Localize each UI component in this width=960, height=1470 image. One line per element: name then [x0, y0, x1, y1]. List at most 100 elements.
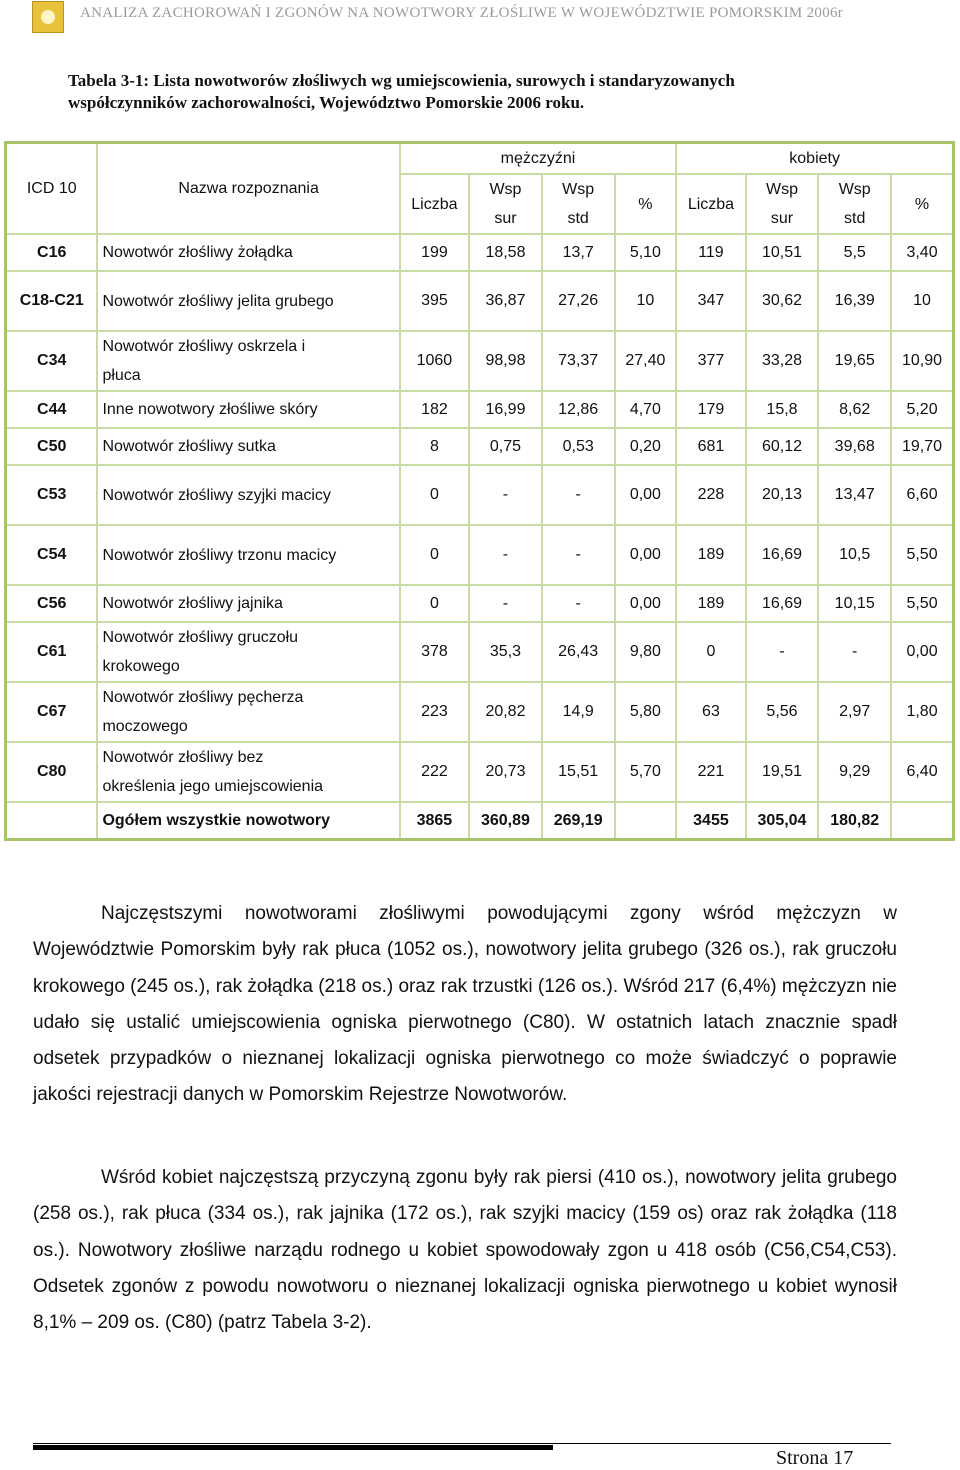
table-row: C53 Nowotwór złośliwy szyjki macicy 0- -0,0…	[4, 464, 955, 526]
table-row: C34 Nowotwór złośliwy oskrzela i płuca 106…	[4, 330, 955, 392]
cell: 305,04	[744, 801, 820, 841]
cell: 4,70	[613, 390, 678, 429]
cell: 5,10	[613, 233, 678, 272]
cell: -	[540, 464, 616, 526]
cell: 39,68	[817, 427, 893, 466]
cell: 377	[675, 330, 747, 392]
cell: 10,51	[744, 233, 820, 272]
column-header: Wsp std	[817, 173, 893, 235]
header-row: Liczba Wsp sur Wsp std% Liczba Wsp sur Wsp st…	[6, 173, 955, 235]
cell: 681	[675, 427, 747, 466]
cell	[890, 801, 955, 841]
cell: 180,82	[817, 801, 893, 841]
column-header: Wsp sur	[744, 173, 820, 235]
cell: 16,99	[468, 390, 543, 429]
cell: 221	[675, 741, 747, 803]
header-title: ANALIZA ZACHOROWAŃ I ZGONÓW NA NOWOTWORY…	[80, 5, 844, 21]
cell: 8,62	[817, 390, 893, 429]
icd-code: C80	[4, 741, 99, 803]
cell: 0,00	[890, 621, 955, 683]
cell: 0,00	[613, 524, 678, 586]
disease-name: Nowotwór złośliwy sutka	[102, 438, 276, 455]
table-row: C16 Nowotwór złośliwy żołądka 199 18,58 13,7…	[4, 233, 955, 272]
icd-code: C44	[4, 390, 99, 429]
cell: -	[468, 584, 543, 623]
disease-name: Nowotwór złośliwy bez określenia jego um…	[102, 749, 324, 795]
cell: 5,70	[613, 741, 678, 803]
logo-icon	[32, 1, 64, 33]
cell: 3455	[675, 801, 747, 841]
table-caption: Tabela 3-1: Lista nowotworów złośliwych …	[68, 71, 735, 112]
disease-name: Nowotwór złośliwy jelita grubego	[102, 292, 334, 310]
cell: 0,00	[613, 584, 678, 623]
disease-name: Nowotwór złośliwy pęcherza moczowego	[102, 689, 304, 735]
table-row: C54 Nowotwór złośliwy trzonu macicy 0- -0,0…	[4, 524, 955, 586]
column-header: %	[890, 173, 955, 235]
cell: 395	[398, 270, 471, 332]
cell: 12,86	[540, 390, 616, 429]
cell: 13,7	[540, 233, 616, 272]
icd-code: C50	[4, 427, 99, 466]
total-label: Ogółem wszystkie nowotwory	[102, 812, 331, 829]
group-header: kobiety	[675, 141, 955, 175]
cell: 10	[613, 270, 678, 332]
cell: Nowotwór złośliwy oskrzela i płuca	[96, 330, 401, 392]
cell: Nowotwór złośliwy sutka	[96, 427, 401, 466]
disease-name: Nowotwór złośliwy jajnika	[102, 595, 283, 612]
column-header: Nazwa rozpoznania	[96, 141, 401, 235]
cell: 20,13	[744, 464, 820, 526]
cell: 3865	[398, 801, 471, 841]
group-header: mężczyźni	[398, 141, 678, 175]
cell: 73,37	[540, 330, 616, 392]
cell: 5,50	[890, 524, 955, 586]
cell: -	[468, 524, 543, 586]
cell: Nowotwór złośliwy żołądka	[96, 233, 401, 272]
cell: 30,62	[744, 270, 820, 332]
data-table: ICD 10 Nazwa rozpoznania mężczyźni kobie…	[4, 141, 955, 841]
cell: 9,29	[817, 741, 893, 803]
cell: 189	[675, 584, 747, 623]
icd-code: C34	[4, 330, 99, 392]
table-row: C50 Nowotwór złośliwy sutka 8 0,75 0,53 0,20 6…	[4, 427, 955, 466]
cell: -	[540, 524, 616, 586]
cell: 182	[398, 390, 471, 429]
icd-code: C67	[4, 681, 99, 743]
column-header: Wsp sur	[468, 173, 543, 235]
cell: 5,5	[817, 233, 893, 272]
column-header: %	[613, 173, 678, 235]
cell: 18,58	[468, 233, 543, 272]
table-row: C44 Inne nowotwory złośliwe skóry 182 16,99…	[4, 390, 955, 429]
cell: 0	[398, 524, 471, 586]
disease-name: Nowotwór złośliwy trzonu macicy	[102, 546, 337, 564]
cell: 36,87	[468, 270, 543, 332]
cell: 189	[675, 524, 747, 586]
disease-name: Nowotwór złośliwy żołądka	[102, 244, 293, 261]
icd-code: C16	[4, 233, 99, 272]
table-row: C18-C21 Nowotwór złośliwy jelita grubego 3…	[4, 270, 955, 332]
cell: 2,97	[817, 681, 893, 743]
cell: Nowotwór złośliwy szyjki macicy	[96, 464, 401, 526]
cell: 222	[398, 741, 471, 803]
cell: 223	[398, 681, 471, 743]
cell: 228	[675, 464, 747, 526]
cell: 9,80	[613, 621, 678, 683]
cell: 5,20	[890, 390, 955, 429]
footer-rule	[33, 1443, 891, 1444]
cell: 269,19	[540, 801, 616, 841]
cell: 98,98	[468, 330, 543, 392]
cell: 199	[398, 233, 471, 272]
paragraph: Wśród kobiet najczęstszą przyczyną zgonu…	[33, 1167, 897, 1334]
cell: 119	[675, 233, 747, 272]
cell: 0,53	[540, 427, 616, 466]
header: ANALIZA ZACHOROWAŃ I ZGONÓW NA NOWOTWORY…	[0, 0, 960, 33]
table-row: C67 Nowotwór złośliwy pęcherza moczowego 2…	[4, 681, 955, 743]
disease-name: Nowotwór złośliwy szyjki macicy	[102, 486, 331, 504]
column-header: Liczba	[675, 173, 747, 235]
cell: Nowotwór złośliwy bez określenia jego um…	[96, 741, 401, 803]
cell: 3,40	[890, 233, 955, 272]
cell: 0,20	[613, 427, 678, 466]
disease-name: Inne nowotwory złośliwe skóry	[102, 401, 318, 418]
cell: 0,75	[468, 427, 543, 466]
disease-name: Nowotwór złośliwy gruczołu krokowego	[102, 629, 299, 675]
